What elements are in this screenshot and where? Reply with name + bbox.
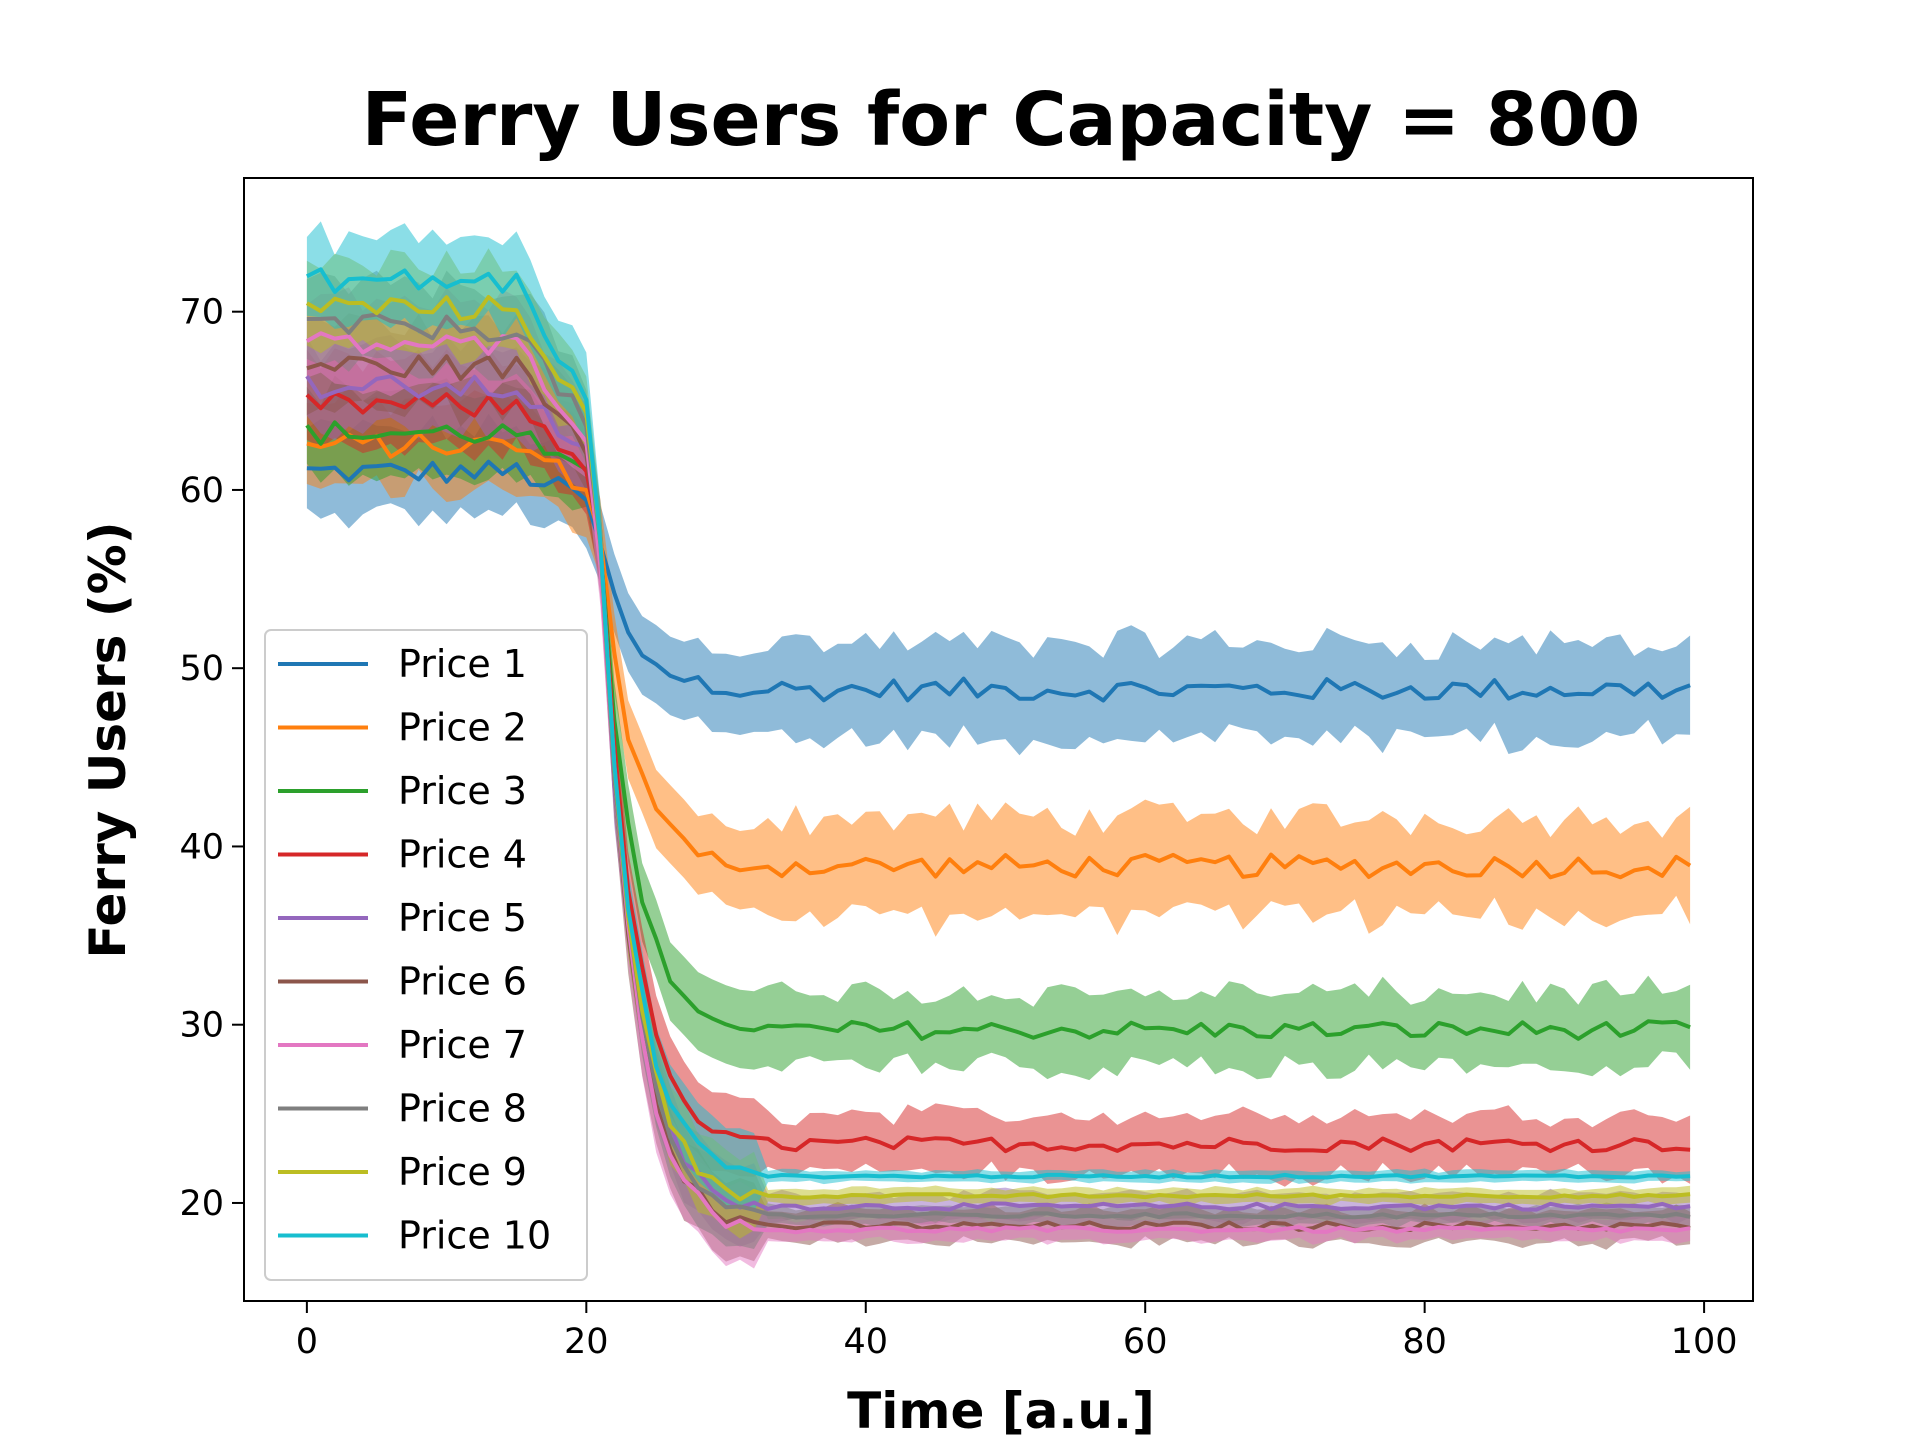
line-price-4 [305, 391, 1691, 1154]
legend-label-price-7: Price 7 [398, 1023, 527, 1067]
legend-label-price-6: Price 6 [398, 960, 527, 1004]
line-price-3 [305, 420, 1691, 1041]
y-axis-label: Ferry Users (%) [79, 521, 137, 958]
y-tick-label: 30 [179, 1006, 224, 1046]
line-price-7 [305, 331, 1691, 1235]
legend-label-price-10: Price 10 [398, 1214, 551, 1258]
x-tick-label: 0 [296, 1322, 318, 1362]
band-price-3 [306, 375, 1691, 1081]
y-axis-ticks: 20 30 40 50 60 70 [179, 293, 244, 1224]
legend-label-price-5: Price 5 [398, 896, 527, 940]
x-axis-label: Time [a.u.] [847, 1382, 1155, 1440]
legend-label-price-1: Price 1 [398, 642, 527, 686]
x-tick-label: 80 [1402, 1322, 1447, 1362]
line-price-2 [306, 431, 1692, 880]
legend-label-price-2: Price 2 [398, 706, 527, 750]
x-tick-label: 20 [564, 1322, 609, 1362]
y-tick-label: 60 [179, 471, 224, 511]
band-price-1 [306, 413, 1691, 756]
y-tick-label: 40 [179, 827, 224, 867]
y-tick-label: 50 [179, 649, 224, 689]
legend-label-price-3: Price 3 [398, 769, 527, 813]
chart-title: Ferry Users for Capacity = 800 [362, 77, 1641, 163]
x-tick-label: 60 [1123, 1322, 1168, 1362]
legend-label-price-8: Price 8 [398, 1087, 527, 1131]
line-price-6 [306, 354, 1691, 1232]
legend: Price 1 Price 2 Price 3 Price 4 Price 5 Price… [264, 629, 588, 1281]
line-price-10 [306, 267, 1691, 1180]
x-tick-label: 40 [843, 1322, 888, 1362]
legend-label-price-4: Price 4 [398, 833, 527, 877]
y-tick-label: 20 [179, 1184, 224, 1224]
line-price-1 [306, 459, 1691, 703]
x-tick-label: 100 [1671, 1322, 1738, 1362]
legend-label-price-9: Price 9 [398, 1150, 527, 1194]
y-tick-label: 70 [179, 293, 224, 333]
series-lines [305, 267, 1692, 1235]
line-price-9 [305, 295, 1691, 1202]
plot-frame [243, 177, 1754, 1302]
line-price-5 [305, 374, 1691, 1212]
x-axis-ticks: 0 20 40 60 80 100 [296, 1301, 1738, 1362]
